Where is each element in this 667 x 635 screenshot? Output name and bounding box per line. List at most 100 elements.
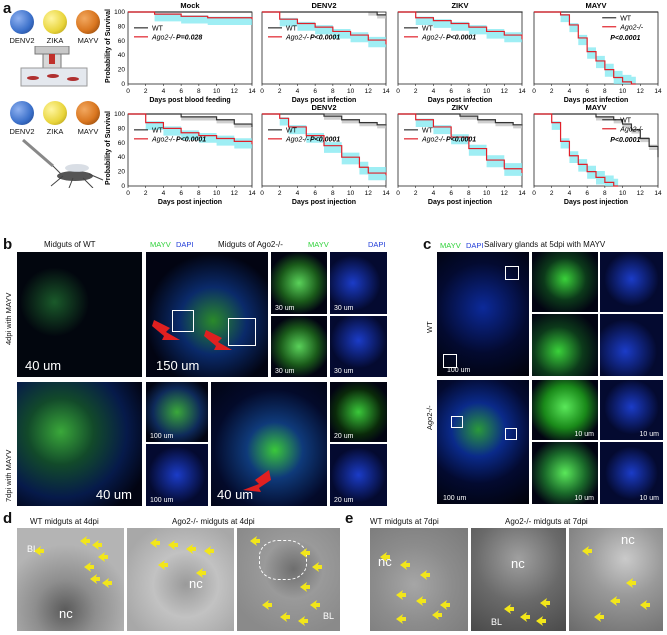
survival-chart: DENV2 0 2 4 6 8 10 12 14 Days post injection WT Ago… xyxy=(260,103,390,213)
x-tick-label: 6 xyxy=(585,190,589,197)
red-arrow-icon xyxy=(204,330,232,350)
yellow-arrow-icon xyxy=(300,548,310,558)
scale-bar-label: 100 um xyxy=(150,433,174,440)
x-tick-label: 12 xyxy=(231,190,239,197)
wt-salivary-gland-image: 100 um xyxy=(437,252,529,376)
survival-chart: 0 20 40 60 80 100 Probability of Survival 0 2 4 6 8… xyxy=(105,110,256,213)
scale-bar-label: 150 um xyxy=(156,358,200,373)
yellow-arrow-icon xyxy=(380,552,390,562)
yellow-arrow-icon xyxy=(582,546,592,556)
wt-survival-line xyxy=(398,113,523,126)
x-tick-label: 14 xyxy=(518,190,526,197)
yellow-arrow-icon xyxy=(186,544,196,554)
x-axis-label: Days post blood feeding xyxy=(149,97,230,104)
denv2-virus-icon xyxy=(10,10,34,34)
mayv-channel-label: MAYV xyxy=(150,240,171,249)
x-tick-label: 4 xyxy=(432,190,436,197)
yellow-arrow-icon xyxy=(168,540,178,550)
x-tick-label: 2 xyxy=(278,190,282,197)
virus-label-mayv: MAYV xyxy=(77,36,99,45)
yellow-arrow-icon xyxy=(416,596,426,606)
yellow-arrow-icon xyxy=(432,610,442,620)
zika-virus-icon xyxy=(43,10,67,34)
x-tick-label: 14 xyxy=(248,88,256,95)
x-tick-label: 14 xyxy=(382,88,390,95)
salivary-gland-title: Salivary glands at 5dpi with MAYV xyxy=(484,240,606,249)
yellow-arrow-icon xyxy=(280,612,290,622)
x-tick-label: 8 xyxy=(331,190,335,197)
ko-7dpi-em-image-1: nc BL xyxy=(471,528,566,631)
yellow-arrow-icon xyxy=(80,536,90,546)
x-axis-label: Days post infection xyxy=(428,97,493,104)
wt-survival-line xyxy=(534,113,659,158)
em-label-nc: nc xyxy=(189,576,203,591)
yellow-arrow-icon xyxy=(150,538,160,548)
x-tick-label: 2 xyxy=(550,190,554,197)
x-tick-label: 6 xyxy=(179,190,183,197)
x-tick-label: 10 xyxy=(347,88,355,95)
legend-label-wt: WT xyxy=(620,15,632,22)
legend-label-wt: WT xyxy=(152,127,164,134)
yellow-arrow-icon xyxy=(504,604,514,614)
scale-bar-label: 30 um xyxy=(334,368,354,375)
p-value-label: P<0.0001 xyxy=(610,35,640,42)
x-tick-label: 14 xyxy=(518,88,526,95)
wt-4dpi-midgut-image: 40 um xyxy=(17,252,142,377)
x-tick-label: 0 xyxy=(532,88,536,95)
wt-4dpi-em-image: BL nc xyxy=(17,528,124,631)
legend-label-wt: WT xyxy=(422,25,434,32)
x-tick-label: 2 xyxy=(144,88,148,95)
row-label-7dpi: 7dpi with MAYV xyxy=(4,449,13,502)
scale-bar-label: 20 um xyxy=(334,497,354,504)
y-tick-label: 60 xyxy=(118,140,126,147)
legend-label-wt: WT xyxy=(286,25,298,32)
ago2-survival-line xyxy=(398,113,523,174)
row-label-4dpi: 4dpi with MAYV xyxy=(4,292,13,345)
chart-title: ZIKV xyxy=(451,103,468,112)
wt-confidence-band xyxy=(534,114,658,161)
wt-sg-dapi-inset-2 xyxy=(600,314,663,376)
scale-bar-label: 30 um xyxy=(334,305,354,312)
x-tick-label: 10 xyxy=(213,190,221,197)
ko-7dpi-em-title: Ago2-/- midguts at 7dpi xyxy=(505,517,588,526)
panel-label-a: a xyxy=(3,0,12,17)
x-tick-label: 8 xyxy=(603,190,607,197)
ko-4dpi-midgut-image: 150 um xyxy=(146,252,268,377)
yellow-arrow-icon xyxy=(520,612,530,622)
x-axis-label: Days post injection xyxy=(564,199,628,206)
ko-7dpi-em-image-2: nc xyxy=(569,528,663,631)
x-axis-label: Days post infection xyxy=(564,97,629,104)
scale-bar-label: 100 um xyxy=(447,367,471,374)
yellow-arrow-icon xyxy=(298,616,308,626)
wt-4dpi-em-title: WT midguts at 4dpi xyxy=(30,517,99,526)
wt-survival-line xyxy=(262,11,386,16)
legend-label-wt: WT xyxy=(620,117,632,124)
legend-label-ago2: Ago2-/- xyxy=(619,24,644,31)
ago2-confidence-band xyxy=(534,12,636,84)
yellow-arrow-icon xyxy=(610,596,620,606)
ago2-survival-line xyxy=(262,11,387,45)
ago2-sg-mayv-inset-1: 10 um xyxy=(532,380,598,440)
scale-bar-label: 40 um xyxy=(25,358,62,373)
panel-label-b: b xyxy=(3,236,13,253)
x-tick-label: 10 xyxy=(619,88,627,95)
dapi-channel-label: DAPI xyxy=(176,240,194,249)
yellow-arrow-icon xyxy=(92,540,102,550)
yellow-arrow-icon xyxy=(536,616,546,626)
p-value-label: P<0.0001 xyxy=(446,34,476,41)
chart-title: Mock xyxy=(180,1,200,10)
wt-survival-line xyxy=(262,113,387,126)
survival-chart: ZIKV 0 2 4 6 8 10 12 14 Days post infection WT Ago2… xyxy=(396,1,526,111)
ago2-sg-mayv-inset-2: 10 um xyxy=(532,442,598,504)
x-tick-label: 8 xyxy=(467,190,471,197)
x-tick-label: 8 xyxy=(331,88,335,95)
p-value-label: P<0.0001 xyxy=(310,34,340,41)
virus-cluster-outline xyxy=(259,540,307,580)
x-tick-label: 2 xyxy=(414,190,418,197)
legend-label-wt: WT xyxy=(286,127,298,134)
ago2-survival-line xyxy=(398,11,523,40)
scale-bar-label: 30 um xyxy=(275,368,295,375)
legend-label-wt: WT xyxy=(422,127,434,134)
ago2-confidence-band xyxy=(262,114,386,183)
chart-title: MAYV xyxy=(586,103,607,112)
